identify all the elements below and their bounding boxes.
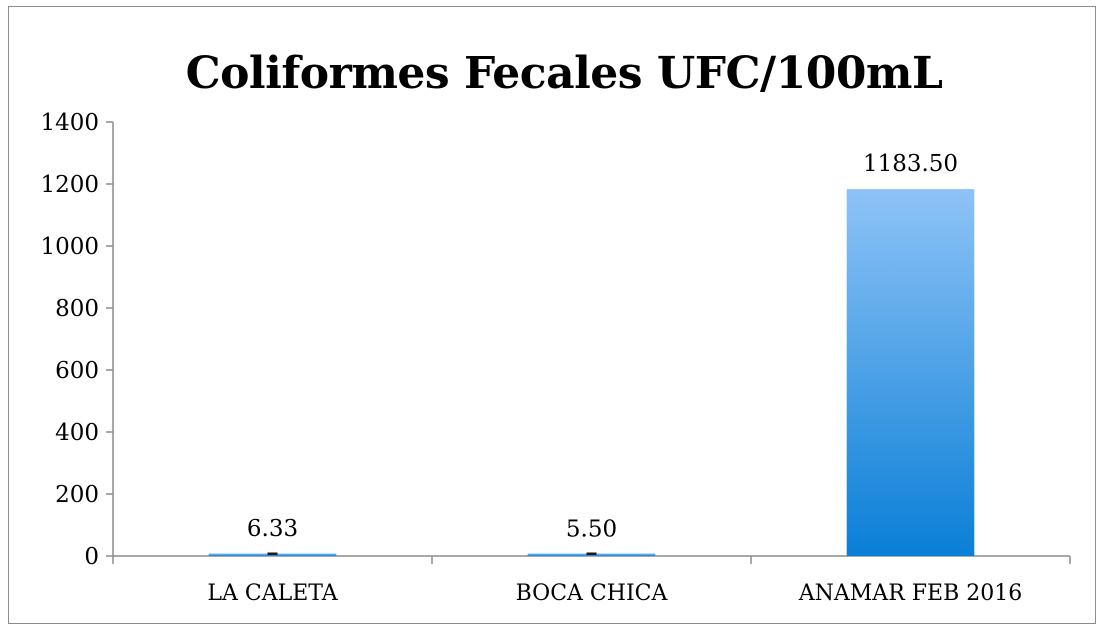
y-tick-label: 1000 xyxy=(40,234,99,260)
data-label: 6.33 xyxy=(247,516,298,542)
data-label: 1183.50 xyxy=(863,151,958,177)
bar-anamar-feb-2016 xyxy=(846,189,975,557)
bar-marker xyxy=(586,552,597,555)
y-tick-label: 600 xyxy=(55,358,99,384)
y-tick-label: 1400 xyxy=(40,110,99,136)
category-label: ANAMAR FEB 2016 xyxy=(798,581,1022,606)
category-label: LA CALETA xyxy=(207,581,338,606)
chart-title: Coliformes Fecales UFC/100mL xyxy=(185,48,943,99)
category-label: BOCA CHICA xyxy=(516,581,669,606)
y-tick-label: 1200 xyxy=(40,172,99,198)
y-tick-label: 200 xyxy=(55,482,99,508)
y-tick-label: 0 xyxy=(84,544,99,570)
y-tick-label: 800 xyxy=(55,296,99,322)
data-label: 5.50 xyxy=(566,516,617,542)
bar-marker xyxy=(267,552,278,555)
y-tick-label: 400 xyxy=(55,420,99,446)
